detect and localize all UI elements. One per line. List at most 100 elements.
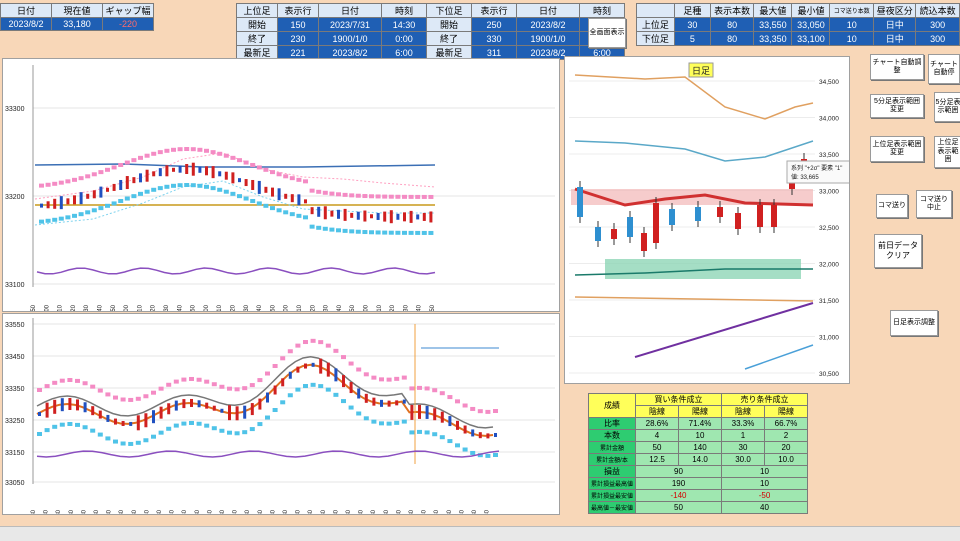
candle (317, 206, 321, 217)
band-line-top (574, 74, 814, 120)
upper-band-marker (386, 377, 392, 382)
candle (478, 432, 482, 439)
lower-band-marker (90, 428, 96, 433)
candle (456, 420, 459, 430)
lower-band-marker (204, 423, 210, 428)
y-tick-label: 33,000 (819, 189, 839, 196)
hdr: 時刻 (381, 3, 427, 18)
candle (250, 403, 254, 416)
cell: 4 (635, 429, 679, 442)
candle (669, 209, 675, 225)
cell: 1900/1/0 (318, 31, 382, 46)
cell: 2023/8/2 (318, 45, 382, 60)
lower-range-button[interactable]: 5分足表示範囲 (934, 92, 960, 122)
trend-line-red (574, 187, 814, 207)
upper-band-marker (295, 343, 301, 348)
row-label: 最高値－最安値 (588, 501, 636, 514)
fullscreen-button[interactable]: 全画面表示 (588, 18, 626, 48)
candle (735, 213, 741, 229)
chart-auto-adjust-button[interactable]: チャート自動調整 (870, 54, 924, 80)
chart-auto-stop-button[interactable]: チャート自動停 (928, 54, 960, 84)
upper-band-marker (280, 356, 286, 361)
cell: 開始 (426, 17, 472, 32)
x-tick-label: 5:30 (485, 509, 491, 514)
header-date: 日付 (0, 3, 52, 18)
candle (158, 168, 162, 177)
hdr: 最大値 (753, 3, 793, 18)
x-tick-label: 17:30 (333, 509, 339, 514)
upper-range-change-button[interactable]: 上位足表示範囲変更 (870, 136, 924, 162)
cell: 33,350 (753, 31, 793, 46)
upper-band-marker (158, 386, 164, 391)
lower-band-marker (276, 208, 282, 213)
upper-range-button[interactable]: 上位足表示範囲 (934, 136, 960, 168)
cell: 90 (635, 465, 722, 478)
upper-band-marker (256, 165, 262, 170)
candle (244, 179, 248, 187)
lower-band-marker (455, 443, 460, 448)
hdr: 表示本数 (709, 3, 755, 18)
upper-band-marker (356, 367, 362, 372)
upper-band-marker (234, 387, 240, 392)
upper-band-marker (111, 165, 117, 170)
x-tick-label: 2:30 (164, 304, 170, 311)
candle (205, 402, 209, 409)
lower-band-marker (39, 219, 44, 224)
upper-band-marker (45, 182, 51, 187)
candle (264, 186, 268, 193)
x-tick-label: 1:50 (111, 304, 117, 311)
tooltip-text: 値: 33,665 (791, 173, 819, 181)
step-forward-button[interactable]: コマ送り (876, 194, 908, 218)
candle (410, 404, 414, 420)
upper-band-marker (447, 395, 453, 400)
lower-band-marker (196, 421, 202, 426)
upper-band-marker (318, 340, 324, 345)
lower-band-marker (250, 198, 256, 203)
step-stop-button[interactable]: コマ送り中止 (916, 190, 952, 218)
lower-band-marker (45, 218, 51, 223)
daily-adjust-button[interactable]: 日足表示調整 (890, 310, 938, 336)
lower-band-marker (270, 206, 275, 211)
lower-range-change-button[interactable]: 5分足表示範囲変更 (870, 94, 924, 118)
candle (257, 180, 261, 194)
cell: 開始 (236, 17, 278, 32)
lower-band-marker (329, 227, 335, 232)
support-line (574, 268, 813, 276)
x-tick-label: 21:30 (107, 509, 113, 514)
candle (60, 398, 64, 412)
candle (182, 399, 186, 409)
upper-band-marker (342, 192, 348, 197)
cell: 14:30 (381, 17, 427, 32)
daily-chart-svg: 日足 34,500 34,000 33,500 33,000 32,500 32,000 31… (569, 62, 876, 378)
lower-band-marker (177, 183, 183, 188)
lower-band-marker (386, 421, 392, 426)
candle (356, 211, 360, 220)
x-tick-label: 0:30 (422, 509, 428, 514)
lower-band-marker (82, 425, 88, 430)
upper-band-marker (37, 388, 42, 392)
clear-previous-day-button[interactable]: 前日データクリア (874, 234, 922, 268)
range-info-table: 上位足 表示行 日付 時刻 下位足 表示行 日付 時刻 開始 150 2023/… (236, 3, 625, 60)
upper-band-marker (493, 408, 498, 413)
lower-band-marker (408, 230, 414, 235)
upper-band-marker (382, 194, 388, 199)
upper-band-marker (371, 375, 377, 380)
candle (380, 399, 383, 407)
candle (238, 178, 241, 183)
upper-band-marker (355, 193, 361, 198)
lower-band-marker (144, 189, 150, 194)
lower-band-marker (462, 447, 468, 452)
candle (185, 164, 189, 174)
upper-band-marker (409, 386, 415, 391)
y-tick-label: 30,500 (819, 371, 839, 378)
lower-band-marker (72, 213, 77, 218)
candle (595, 227, 601, 241)
candle (288, 371, 292, 379)
upper-band-marker (44, 384, 50, 389)
lower-band-marker (118, 198, 124, 203)
upper-band-marker (336, 192, 341, 197)
upper-band-marker (59, 378, 65, 383)
candle (59, 196, 63, 210)
sub-header: 陽線 (764, 405, 808, 418)
candle (38, 412, 41, 416)
